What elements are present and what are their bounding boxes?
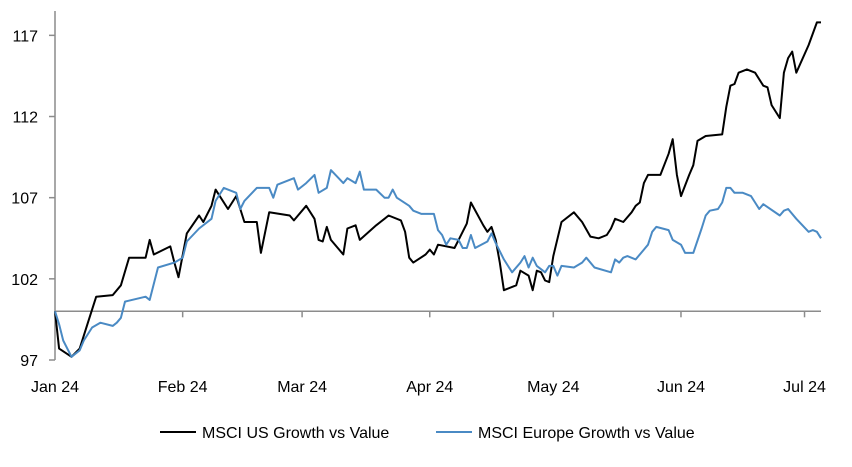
series-line-europe xyxy=(54,169,822,358)
y-tick-label: 112 xyxy=(12,110,38,127)
x-tick-label: Mar 24 xyxy=(277,379,327,396)
x-tick-label: Jul 24 xyxy=(783,379,826,396)
x-tick-label: Jan 24 xyxy=(31,379,79,396)
y-tick-label: 107 xyxy=(11,191,38,208)
series-line-us xyxy=(54,21,821,358)
x-tick-label: Jun 24 xyxy=(657,379,705,396)
legend-label-europe: MSCI Europe Growth vs Value xyxy=(478,425,695,442)
y-tick-label: 97 xyxy=(20,353,38,370)
axes: 97 102 107 112 117 Jan 24 Feb 24 Mar 24 Apr 24 Ma… xyxy=(11,11,826,396)
x-tick-label: Apr 24 xyxy=(406,379,453,396)
legend-label-us: MSCI US Growth vs Value xyxy=(202,425,389,442)
y-tick-label: 102 xyxy=(11,272,38,289)
x-tick-label: Feb 24 xyxy=(158,379,208,396)
series-lines xyxy=(54,21,822,358)
y-tick-label: 117 xyxy=(12,28,38,45)
x-tick-label: May 24 xyxy=(527,379,580,396)
legend: MSCI US Growth vs Value MSCI Europe Grow… xyxy=(160,425,695,442)
